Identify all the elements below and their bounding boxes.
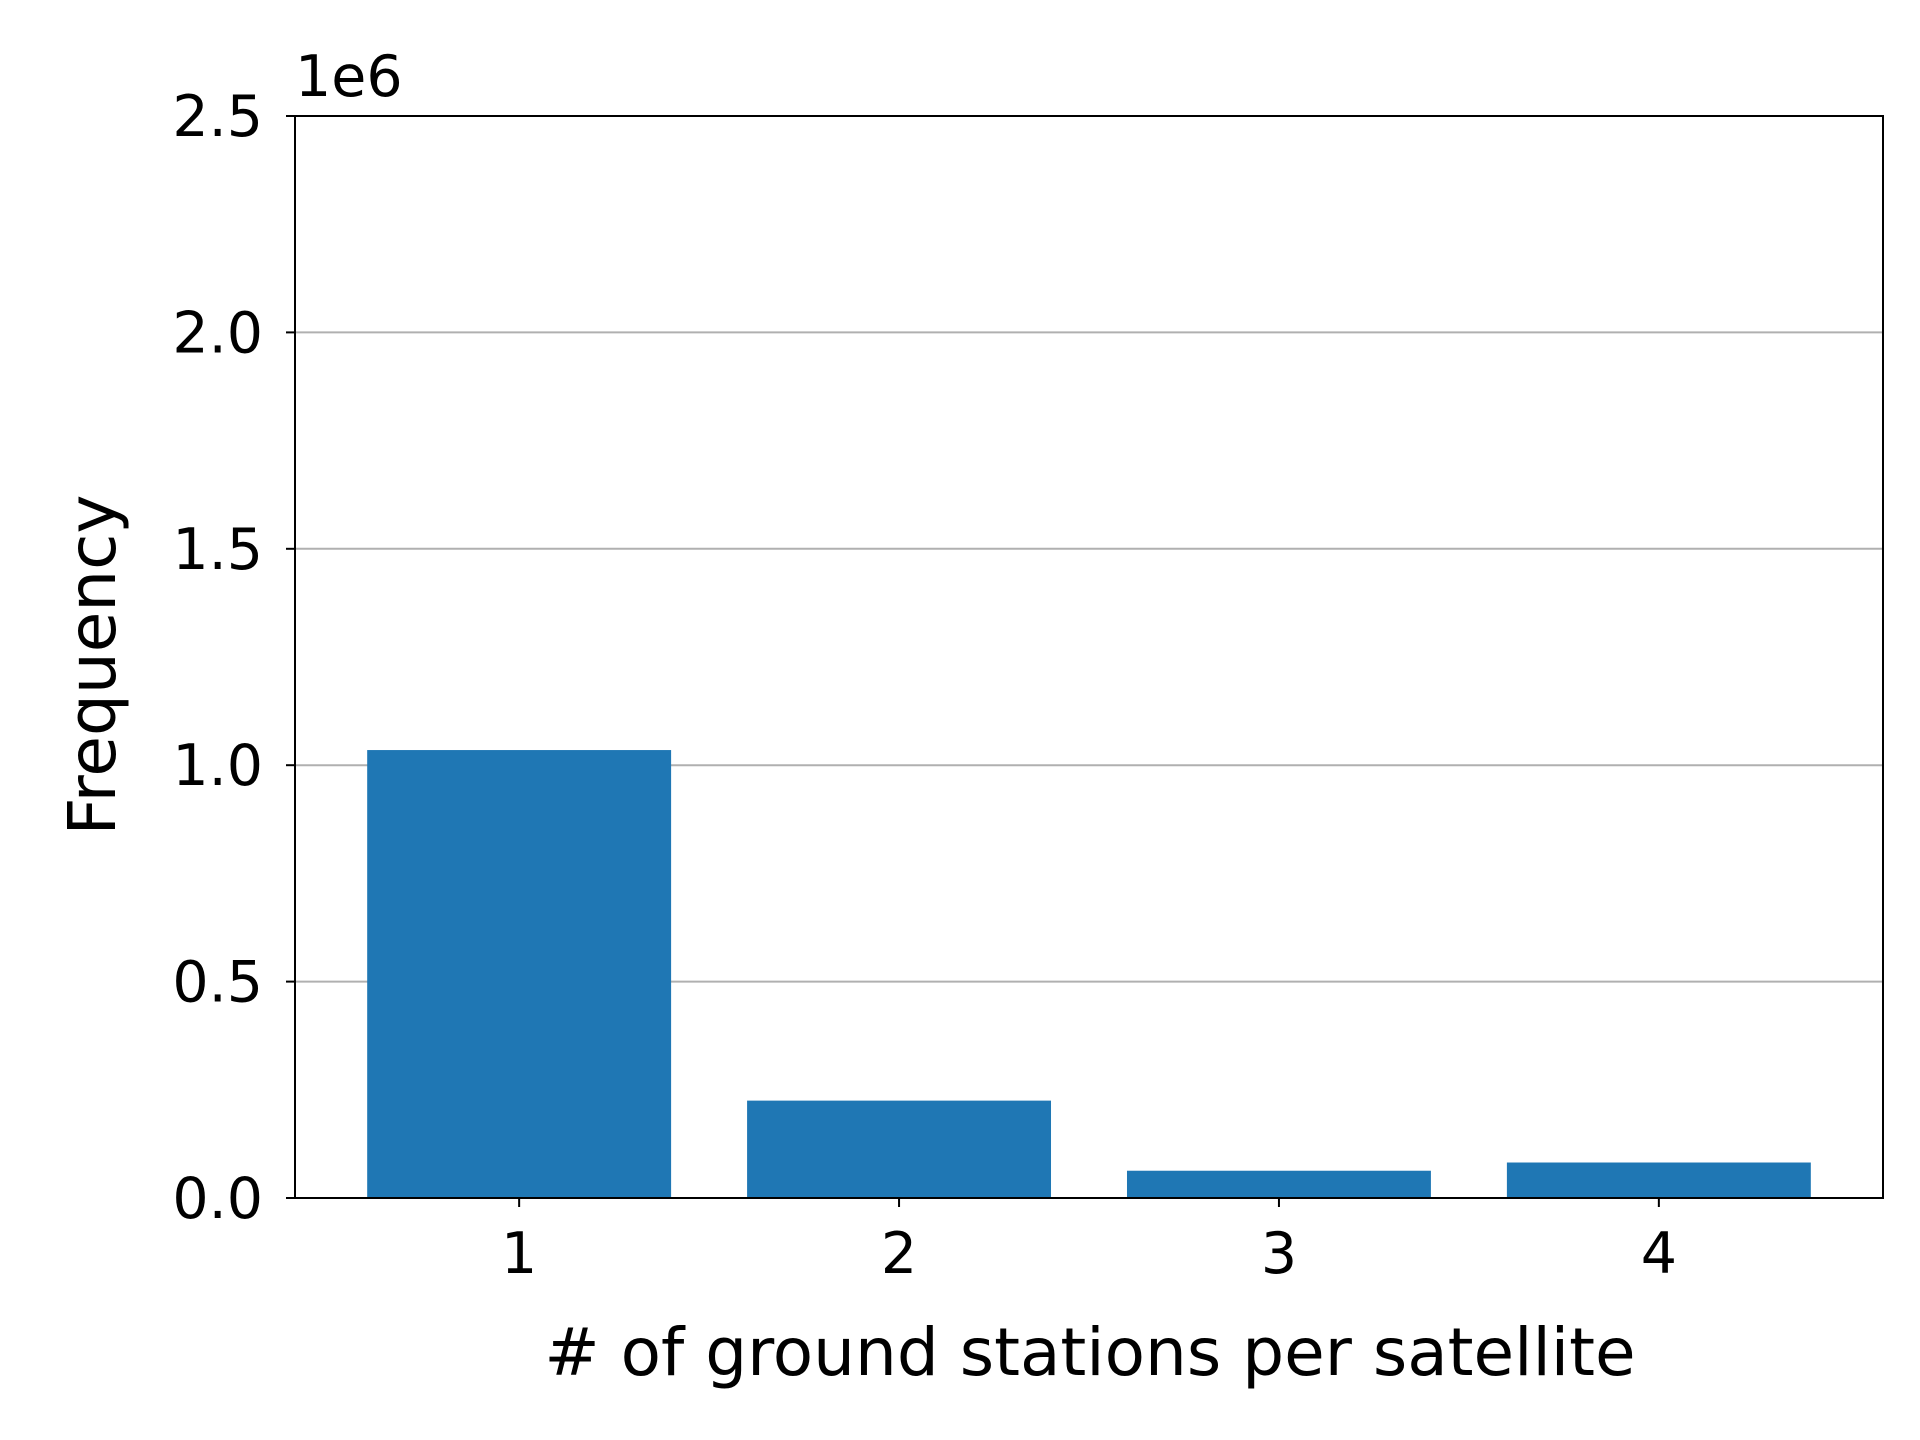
y-tick-label: 2.0: [172, 300, 263, 366]
bar: [747, 1100, 1052, 1198]
bar: [367, 750, 672, 1198]
x-axis-label: # of ground stations per satellite: [544, 1314, 1635, 1391]
x-tick-label: 4: [1641, 1221, 1677, 1287]
y-tick-label: 0.0: [172, 1166, 263, 1232]
y-tick-label: 1.0: [172, 733, 263, 799]
bar: [1126, 1170, 1431, 1198]
y-offset-label: 1e6: [295, 44, 403, 110]
x-tick-label: 3: [1261, 1221, 1297, 1287]
x-tick-label: 2: [881, 1221, 917, 1287]
y-tick-label: 0.5: [172, 950, 263, 1016]
x-tick-label: 1: [501, 1221, 537, 1287]
bar: [1506, 1162, 1811, 1198]
plot-frame: [294, 115, 1884, 1199]
y-tick-label: 1.5: [172, 517, 263, 583]
y-axis-label: Frequency: [54, 495, 131, 836]
y-tick-label: 2.5: [172, 84, 263, 150]
